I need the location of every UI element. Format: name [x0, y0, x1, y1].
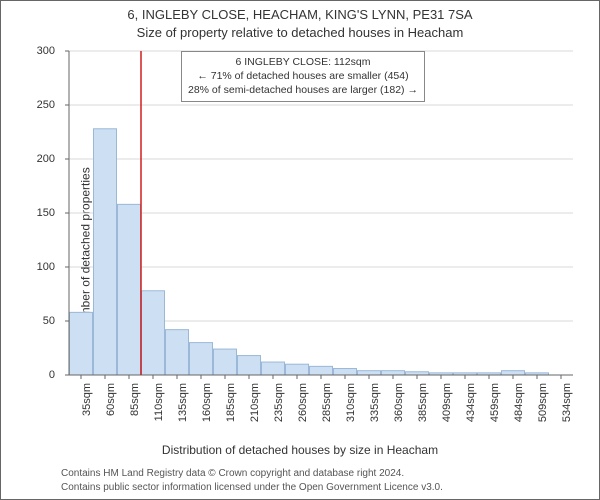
x-tick-label: 409sqm: [441, 383, 453, 433]
chart-container: 6, INGLEBY CLOSE, HEACHAM, KING'S LYNN, …: [0, 0, 600, 500]
x-tick-label: 385sqm: [417, 383, 429, 433]
histogram-bar: [142, 291, 165, 375]
chart-title-subtitle: Size of property relative to detached ho…: [1, 25, 599, 40]
histogram-bar: [502, 371, 525, 375]
infobox-line-larger: 28% of semi-detached houses are larger (…: [188, 83, 418, 97]
infobox-line-smaller: ← 71% of detached houses are smaller (45…: [188, 69, 418, 83]
histogram-bar: [262, 362, 285, 375]
x-tick-label: 335sqm: [369, 383, 381, 433]
x-tick-label: 310sqm: [345, 383, 357, 433]
x-axis-label: Distribution of detached houses by size …: [1, 443, 599, 457]
x-tick-label: 110sqm: [153, 383, 165, 433]
y-tick-label: 250: [15, 99, 55, 111]
x-tick-label: 35sqm: [81, 383, 93, 433]
plot-area: 6 INGLEBY CLOSE: 112sqm ← 71% of detache…: [61, 47, 581, 387]
x-tick-label: 260sqm: [297, 383, 309, 433]
histogram-bar: [214, 349, 237, 375]
histogram-bar: [190, 343, 213, 375]
chart-title-address: 6, INGLEBY CLOSE, HEACHAM, KING'S LYNN, …: [1, 7, 599, 22]
x-tick-label: 534sqm: [561, 383, 573, 433]
x-tick-label: 484sqm: [513, 383, 525, 433]
x-tick-label: 360sqm: [393, 383, 405, 433]
x-tick-label: 185sqm: [225, 383, 237, 433]
histogram-bar: [70, 312, 93, 375]
histogram-bar: [334, 369, 357, 375]
histogram-bar: [358, 371, 381, 375]
histogram-bar: [382, 371, 405, 375]
property-info-box: 6 INGLEBY CLOSE: 112sqm ← 71% of detache…: [181, 51, 425, 102]
x-tick-label: 509sqm: [537, 383, 549, 433]
histogram-bar: [166, 330, 189, 375]
y-tick-label: 200: [15, 153, 55, 165]
histogram-bar: [286, 364, 309, 375]
y-tick-label: 0: [15, 369, 55, 381]
x-tick-label: 135sqm: [177, 383, 189, 433]
x-tick-label: 434sqm: [465, 383, 477, 433]
infobox-line-size: 6 INGLEBY CLOSE: 112sqm: [188, 55, 418, 69]
y-tick-label: 100: [15, 261, 55, 273]
histogram-bar: [310, 366, 333, 375]
histogram-bar: [94, 129, 117, 375]
y-tick-label: 50: [15, 315, 55, 327]
x-tick-label: 60sqm: [105, 383, 117, 433]
x-tick-label: 235sqm: [273, 383, 285, 433]
x-tick-label: 85sqm: [129, 383, 141, 433]
x-tick-label: 459sqm: [489, 383, 501, 433]
footer-copyright-2: Contains public sector information licen…: [61, 482, 443, 493]
y-tick-label: 150: [15, 207, 55, 219]
x-tick-label: 160sqm: [201, 383, 213, 433]
x-tick-label: 285sqm: [321, 383, 333, 433]
histogram-bar: [238, 356, 261, 375]
histogram-bar: [118, 204, 141, 375]
x-tick-label: 210sqm: [249, 383, 261, 433]
y-tick-label: 300: [15, 45, 55, 57]
footer-copyright-1: Contains HM Land Registry data © Crown c…: [61, 468, 404, 479]
